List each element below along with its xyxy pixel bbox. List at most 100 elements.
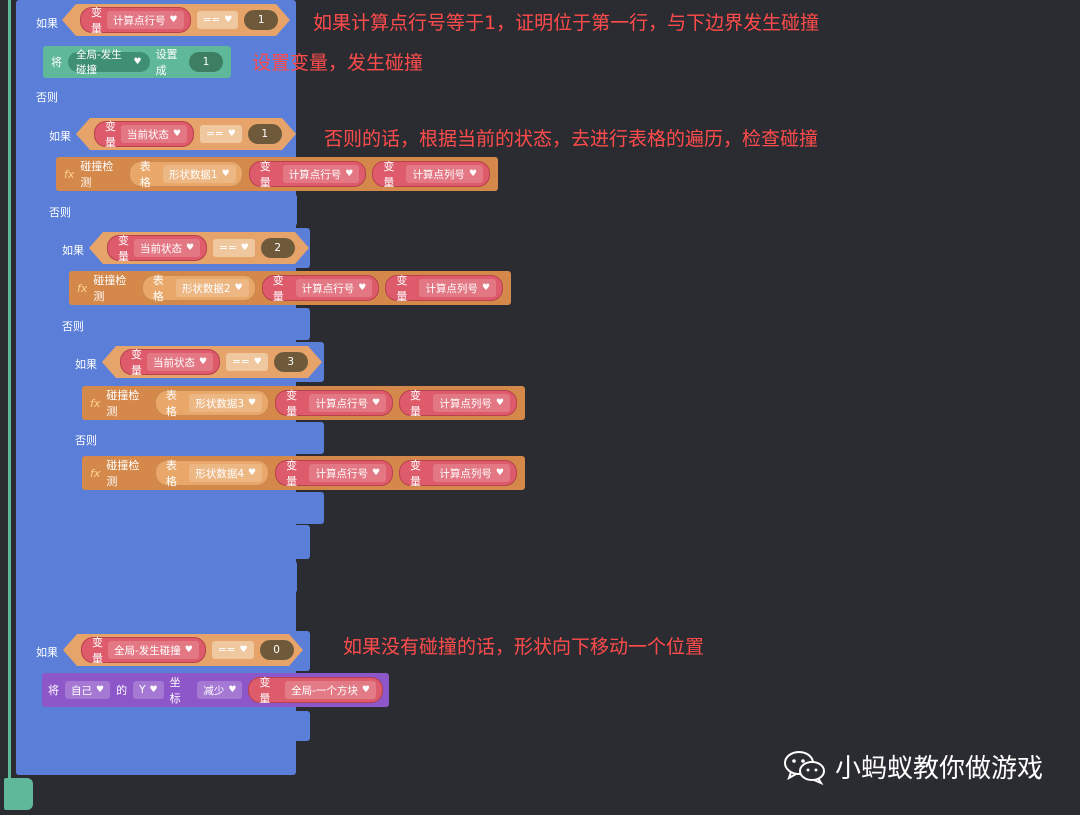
table-dropdown[interactable]: 形状数据1 ♥ <box>162 165 236 183</box>
heart-dropdown-icon: ♥ <box>248 468 257 478</box>
if-2-end-cap <box>43 561 297 593</box>
collision-check-1[interactable]: fx 碰撞检测 表格 形状数据1 ♥ 变量 计算点行号 ♥ 变量 计算点列号 ♥ <box>56 157 498 191</box>
condition-state-eq-1[interactable]: 变量 当前状态 ♥ == ♥ 1 <box>76 118 296 150</box>
fx-icon: fx <box>90 396 101 410</box>
condition-state-eq-2[interactable]: 变量 当前状态 ♥ == ♥ 2 <box>89 232 309 264</box>
collision-check-2[interactable]: fx 碰撞检测 表格 形状数据2 ♥ 变量 计算点行号 ♥ 变量 计算点列号 ♥ <box>69 271 511 305</box>
else-label: 否则 <box>49 206 71 219</box>
var-dropdown[interactable]: 计算点行号 ♥ <box>282 165 360 183</box>
heart-dropdown-icon: ♥ <box>133 57 142 67</box>
var-reporter-state[interactable]: 变量 当前状态 ♥ <box>107 235 207 261</box>
var-dropdown[interactable]: 计算点列号 ♥ <box>406 165 484 183</box>
fx-icon: fx <box>90 466 101 480</box>
if-1-end-cap <box>30 595 295 627</box>
if-2-inner-bg <box>43 154 55 194</box>
else-3-inner-bg <box>56 340 68 525</box>
var-dropdown[interactable]: 当前状态 ♥ <box>134 239 200 257</box>
fx-icon: fx <box>77 281 88 295</box>
heart-dropdown-icon: ♥ <box>224 15 233 25</box>
annotation-2: 设置变量，发生碰撞 <box>252 52 424 74</box>
heart-dropdown-icon: ♥ <box>186 243 195 253</box>
var-reporter-row[interactable]: 变量 计算点行号 ♥ <box>275 389 394 418</box>
value-input[interactable]: 0 <box>260 640 294 660</box>
var-reporter-col[interactable]: 变量 计算点列号 ♥ <box>399 459 517 488</box>
else-bar-2: 否则 <box>43 194 297 226</box>
value-input[interactable]: 3 <box>274 352 308 372</box>
global-var-dropdown[interactable]: 全局-发生碰撞 ♥ <box>68 49 150 76</box>
var-reporter-global-block[interactable]: 变量 全局-一个方块 ♥ <box>248 676 383 705</box>
if-1-inner-bg <box>30 42 42 80</box>
else-2-inner-bg <box>43 226 55 561</box>
event-stack-line <box>8 0 11 790</box>
if-4-end-cap <box>69 492 324 524</box>
var-dropdown[interactable]: 当前状态 ♥ <box>121 125 187 143</box>
watermark: 小蚂蚁教你做游戏 <box>783 748 1043 785</box>
table-reporter[interactable]: 表格 形状数据1 ♥ <box>128 160 243 189</box>
axis-dropdown[interactable]: Y ♥ <box>133 681 164 699</box>
var-dropdown[interactable]: 当前状态 ♥ <box>147 353 213 371</box>
event-stack-foot[interactable] <box>4 778 33 810</box>
heart-dropdown-icon: ♥ <box>184 645 193 655</box>
outer-end-cap <box>16 743 178 775</box>
var-dropdown[interactable]: 计算点行号 ♥ <box>309 464 387 482</box>
table-dropdown[interactable]: 形状数据3 ♥ <box>189 394 263 412</box>
operator-dropdown[interactable]: == ♥ <box>213 239 255 257</box>
table-reporter[interactable]: 表格 形状数据3 ♥ <box>154 389 270 418</box>
operator-dropdown[interactable]: == ♥ <box>226 353 268 371</box>
condition-global-hit-eq-0[interactable]: 变量 全局-发生碰撞 ♥ == ♥ 0 <box>63 634 303 666</box>
operation-dropdown[interactable]: 减少 ♥ <box>197 681 243 699</box>
var-dropdown[interactable]: 计算点行号 ♥ <box>295 279 373 297</box>
wechat-icon <box>784 750 825 785</box>
heart-dropdown-icon: ♥ <box>149 685 158 695</box>
var-reporter-row[interactable]: 变量 计算点行号 ♥ <box>275 459 394 488</box>
if-label: 如果 <box>75 358 97 371</box>
var-reporter-row[interactable]: 变量 计算点行号 ♥ <box>80 7 191 33</box>
else-label: 否则 <box>75 434 97 447</box>
operator-dropdown[interactable]: == ♥ <box>200 125 242 143</box>
var-dropdown[interactable]: 计算点行号 ♥ <box>309 394 387 412</box>
else-bar-4: 否则 <box>69 422 324 454</box>
if-label: 如果 <box>36 646 58 659</box>
heart-dropdown-icon: ♥ <box>345 169 354 179</box>
operator-dropdown[interactable]: == ♥ <box>197 11 239 29</box>
heart-dropdown-icon: ♥ <box>468 169 478 179</box>
else-label: 否则 <box>36 91 58 104</box>
heart-dropdown-icon: ♥ <box>371 398 381 408</box>
move-y-block[interactable]: 将 自己 ♥ 的 Y ♥ 坐标 减少 ♥ 变量 全局-一个方块 ♥ <box>42 673 389 707</box>
table-reporter[interactable]: 表格 形状数据2 ♥ <box>141 274 256 303</box>
condition-state-eq-3[interactable]: 变量 当前状态 ♥ == ♥ 3 <box>102 346 322 378</box>
value-input[interactable]: 1 <box>248 124 282 144</box>
var-reporter-col[interactable]: 变量 计算点列号 ♥ <box>372 160 491 189</box>
var-reporter-col[interactable]: 变量 计算点列号 ♥ <box>385 274 504 303</box>
value-input[interactable]: 1 <box>244 10 278 30</box>
else-bar-1: 否则 <box>30 80 295 112</box>
var-dropdown[interactable]: 全局-一个方块 ♥ <box>285 681 376 699</box>
var-reporter-col[interactable]: 变量 计算点列号 ♥ <box>399 389 517 418</box>
collision-check-4[interactable]: fx 碰撞检测 表格 形状数据4 ♥ 变量 计算点行号 ♥ 变量 计算点列号 ♥ <box>82 456 525 490</box>
fx-icon: fx <box>64 167 75 181</box>
var-dropdown[interactable]: 计算点行号 ♥ <box>107 11 184 29</box>
var-reporter-state[interactable]: 变量 当前状态 ♥ <box>120 349 220 375</box>
heart-dropdown-icon: ♥ <box>495 468 504 478</box>
var-reporter-global-hit[interactable]: 变量 全局-发生碰撞 ♥ <box>81 637 206 663</box>
table-dropdown[interactable]: 形状数据4 ♥ <box>189 464 263 482</box>
else-4-inner-bg <box>69 454 81 494</box>
var-dropdown[interactable]: 计算点列号 ♥ <box>419 279 497 297</box>
heart-dropdown-icon: ♥ <box>169 15 178 25</box>
target-dropdown[interactable]: 自己 ♥ <box>65 681 111 699</box>
var-dropdown[interactable]: 全局-发生碰撞 ♥ <box>108 641 199 659</box>
set-global-hit-block[interactable]: 将 全局-发生碰撞 ♥ 设置成 1 <box>43 46 231 78</box>
table-reporter[interactable]: 表格 形状数据4 ♥ <box>154 459 270 488</box>
table-dropdown[interactable]: 形状数据2 ♥ <box>175 279 249 297</box>
set-value-input[interactable]: 1 <box>189 52 223 72</box>
var-reporter-row[interactable]: 变量 计算点行号 ♥ <box>261 274 380 303</box>
condition-row-eq-1[interactable]: 变量 计算点行号 ♥ == ♥ 1 <box>62 4 290 36</box>
else-label: 否则 <box>62 320 84 333</box>
var-dropdown[interactable]: 计算点列号 ♥ <box>433 394 510 412</box>
collision-check-3[interactable]: fx 碰撞检测 表格 形状数据3 ♥ 变量 计算点行号 ♥ 变量 计算点列号 ♥ <box>82 386 525 420</box>
var-dropdown[interactable]: 计算点列号 ♥ <box>433 464 510 482</box>
var-reporter-row[interactable]: 变量 计算点行号 ♥ <box>248 160 367 189</box>
operator-dropdown[interactable]: == ♥ <box>212 641 254 659</box>
var-reporter-state[interactable]: 变量 当前状态 ♥ <box>94 121 194 147</box>
value-input[interactable]: 2 <box>261 238 295 258</box>
